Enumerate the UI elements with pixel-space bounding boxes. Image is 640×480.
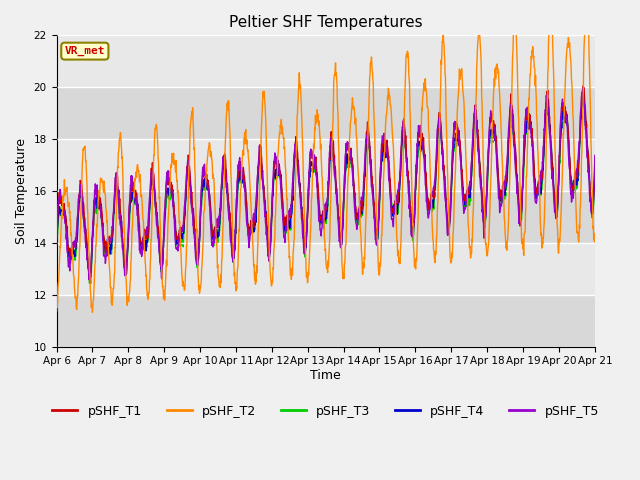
- Legend: pSHF_T1, pSHF_T2, pSHF_T3, pSHF_T4, pSHF_T5: pSHF_T1, pSHF_T2, pSHF_T3, pSHF_T4, pSHF…: [47, 400, 604, 423]
- pSHF_T4: [52, 247, 60, 253]
- Bar: [56, 36, 595, 87]
- pSHF_T2: [95, 195, 102, 201]
- Title: Peltier SHF Temperatures: Peltier SHF Temperatures: [229, 15, 422, 30]
- pSHF_T2: [292, 143, 300, 149]
- Bar: [56, 243, 595, 295]
- pSHF_T3: [116, 210, 124, 216]
- Bar: [56, 87, 595, 139]
- pSHF_T4: [282, 228, 289, 233]
- Line: pSHF_T1: pSHF_T1: [56, 86, 595, 278]
- pSHF_T1: [591, 156, 598, 162]
- Line: pSHF_T2: pSHF_T2: [56, 0, 595, 312]
- pSHF_T1: [579, 83, 587, 89]
- pSHF_T3: [52, 246, 60, 252]
- pSHF_T1: [52, 241, 60, 247]
- pSHF_T2: [52, 309, 60, 314]
- Line: pSHF_T3: pSHF_T3: [56, 97, 595, 284]
- pSHF_T2: [591, 234, 598, 240]
- pSHF_T5: [282, 231, 289, 237]
- pSHF_T3: [282, 229, 289, 235]
- pSHF_T3: [580, 94, 588, 100]
- pSHF_T5: [302, 236, 310, 242]
- pSHF_T4: [591, 167, 598, 172]
- pSHF_T5: [579, 85, 587, 91]
- pSHF_T5: [116, 223, 124, 228]
- pSHF_T2: [359, 260, 367, 265]
- Line: pSHF_T4: pSHF_T4: [56, 92, 595, 283]
- pSHF_T5: [591, 153, 598, 158]
- pSHF_T1: [282, 214, 289, 220]
- Line: pSHF_T5: pSHF_T5: [56, 88, 595, 282]
- pSHF_T1: [292, 138, 300, 144]
- pSHF_T1: [302, 239, 310, 245]
- pSHF_T2: [282, 162, 289, 168]
- pSHF_T2: [302, 266, 310, 272]
- pSHF_T1: [359, 193, 367, 199]
- Bar: [56, 139, 595, 191]
- pSHF_T4: [292, 146, 300, 152]
- pSHF_T5: [292, 149, 300, 155]
- pSHF_T1: [95, 191, 102, 197]
- pSHF_T3: [359, 206, 367, 212]
- pSHF_T4: [579, 89, 586, 95]
- X-axis label: Time: Time: [310, 369, 341, 382]
- pSHF_T1: [86, 276, 94, 281]
- pSHF_T5: [359, 189, 367, 194]
- Text: VR_met: VR_met: [65, 46, 105, 56]
- pSHF_T4: [86, 280, 94, 286]
- pSHF_T4: [302, 242, 310, 248]
- pSHF_T5: [95, 195, 102, 201]
- pSHF_T4: [95, 203, 102, 208]
- pSHF_T3: [292, 151, 300, 157]
- pSHF_T2: [116, 130, 124, 135]
- pSHF_T3: [95, 202, 102, 208]
- pSHF_T3: [302, 241, 310, 247]
- pSHF_T5: [86, 279, 94, 285]
- pSHF_T2: [88, 310, 96, 315]
- pSHF_T3: [87, 281, 95, 287]
- pSHF_T1: [116, 211, 124, 217]
- pSHF_T5: [52, 236, 60, 241]
- pSHF_T4: [359, 202, 367, 208]
- Bar: [56, 295, 595, 347]
- Y-axis label: Soil Temperature: Soil Temperature: [15, 138, 28, 244]
- Bar: [56, 191, 595, 243]
- pSHF_T4: [116, 216, 124, 222]
- pSHF_T3: [591, 173, 598, 179]
